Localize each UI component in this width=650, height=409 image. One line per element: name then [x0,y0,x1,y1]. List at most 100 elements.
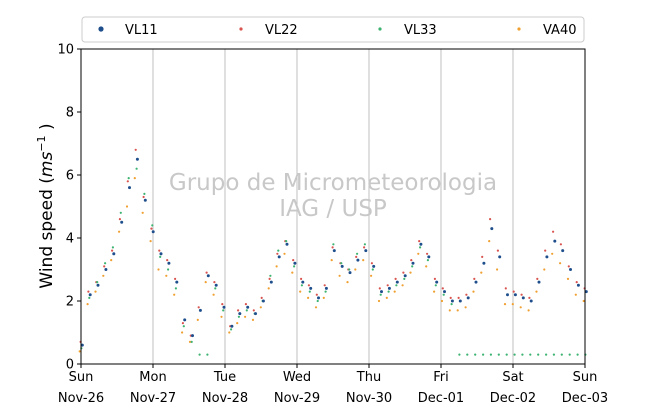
watermark-line-2: IAG / USP [279,196,387,222]
data-point-vl33 [143,192,146,195]
data-point-vl33 [119,211,122,214]
data-point-vl11 [466,296,470,300]
data-point-va40 [417,252,420,255]
data-point-vl22 [142,195,145,199]
data-point-vl22 [370,262,373,265]
data-point-vl11 [513,293,517,297]
data-point-vl33 [269,274,272,277]
data-point-vl22 [126,180,129,183]
data-point-vl33 [537,353,540,356]
data-point-va40 [425,265,428,268]
y-tick-label: 4 [66,232,74,247]
legend: VL11 VL22 VL33 VA40 [81,16,585,43]
data-point-vl22 [394,277,397,280]
data-point-vl11 [364,249,368,253]
x-tick-label-weekday: Sat [502,370,523,385]
legend-marker-vl33 [378,27,382,31]
data-point-vl22 [528,296,531,299]
data-point-va40 [393,290,396,293]
data-point-vl33 [474,353,477,356]
data-point-vl33 [363,243,366,246]
data-point-vl33 [379,293,382,296]
data-point-vl11 [222,305,226,309]
data-point-va40 [519,306,522,309]
data-point-vl11 [427,255,431,259]
x-tick-label-date: Nov-26 [58,391,104,406]
data-point-vl22 [181,322,184,325]
data-point-vl33 [277,249,280,252]
data-point-va40 [204,281,207,284]
data-point-vl22 [559,243,563,246]
data-point-vl33 [245,309,248,312]
data-point-vl33 [576,353,579,356]
data-point-va40 [330,259,333,262]
x-tick-label-date: Dec-03 [562,391,608,406]
data-point-va40 [212,293,215,296]
data-point-va40 [409,271,412,274]
data-point-vl33 [521,353,524,356]
data-point-vl11 [183,318,187,322]
data-point-vl11 [214,283,218,287]
data-point-vl33 [198,353,201,356]
y-axis-label: Wind speed (ms−1 ) [35,123,57,288]
data-point-vl11 [561,249,565,253]
data-point-vl33 [127,177,130,180]
data-point-va40 [157,268,160,271]
data-point-vl11 [576,283,580,287]
data-point-vl22 [205,271,208,274]
data-point-vl11 [435,280,439,284]
data-point-vl22 [512,290,515,293]
data-point-vl33 [419,246,422,249]
data-point-vl11 [411,261,415,265]
data-point-vl33 [167,268,170,271]
data-point-vl11 [395,280,399,284]
data-point-vl22 [252,309,255,312]
data-point-vl22 [567,265,570,268]
data-point-vl22 [150,227,153,230]
data-point-va40 [307,296,310,299]
data-point-va40 [125,205,129,208]
data-point-vl11 [175,280,179,284]
data-point-vl33 [458,353,461,356]
data-point-vl33 [151,224,154,227]
data-point-vl33 [222,309,225,312]
data-point-vl11 [340,264,344,268]
data-point-va40 [173,293,176,296]
data-point-vl11 [104,268,108,271]
data-point-vl33 [505,353,508,356]
data-point-va40 [543,268,546,271]
data-point-vl22 [496,249,499,252]
data-point-va40 [149,240,152,243]
data-point-va40 [440,299,444,303]
data-point-vl11 [246,305,250,309]
watermark-line-1: Grupo de Micrometeorologia [169,170,497,196]
legend-label-vl11: VL11 [125,23,158,38]
data-point-va40 [196,318,199,321]
data-point-vl22 [111,249,114,252]
legend-label-vl33: VL33 [404,23,437,38]
data-point-vl22 [268,277,271,280]
x-axis: Sun Nov-26 Mon Nov-27 Tue Nov-28 Wed Nov-29 Thu N… [58,364,608,406]
data-point-vl22 [481,255,484,258]
data-point-va40 [496,268,499,271]
data-point-vl33 [340,262,343,265]
data-point-vl22 [489,218,492,221]
data-point-vl33 [293,265,296,268]
data-point-va40 [322,296,325,299]
data-point-vl11 [529,299,533,303]
data-point-vl11 [482,261,486,265]
data-point-vl11 [80,343,84,347]
data-point-vl11 [332,249,336,253]
data-point-vl33 [568,353,571,356]
data-point-vl33 [324,290,327,293]
data-point-vl33 [104,262,107,265]
data-point-va40 [283,252,286,255]
data-point-vl33 [190,340,193,343]
data-point-vl22 [300,277,303,280]
legend-marker-vl22 [239,27,243,31]
data-point-vl11 [277,255,281,259]
legend-label-va40: VA40 [543,23,577,38]
data-point-va40 [259,306,262,309]
data-point-vl33 [387,290,390,293]
data-point-vl22 [158,249,161,252]
